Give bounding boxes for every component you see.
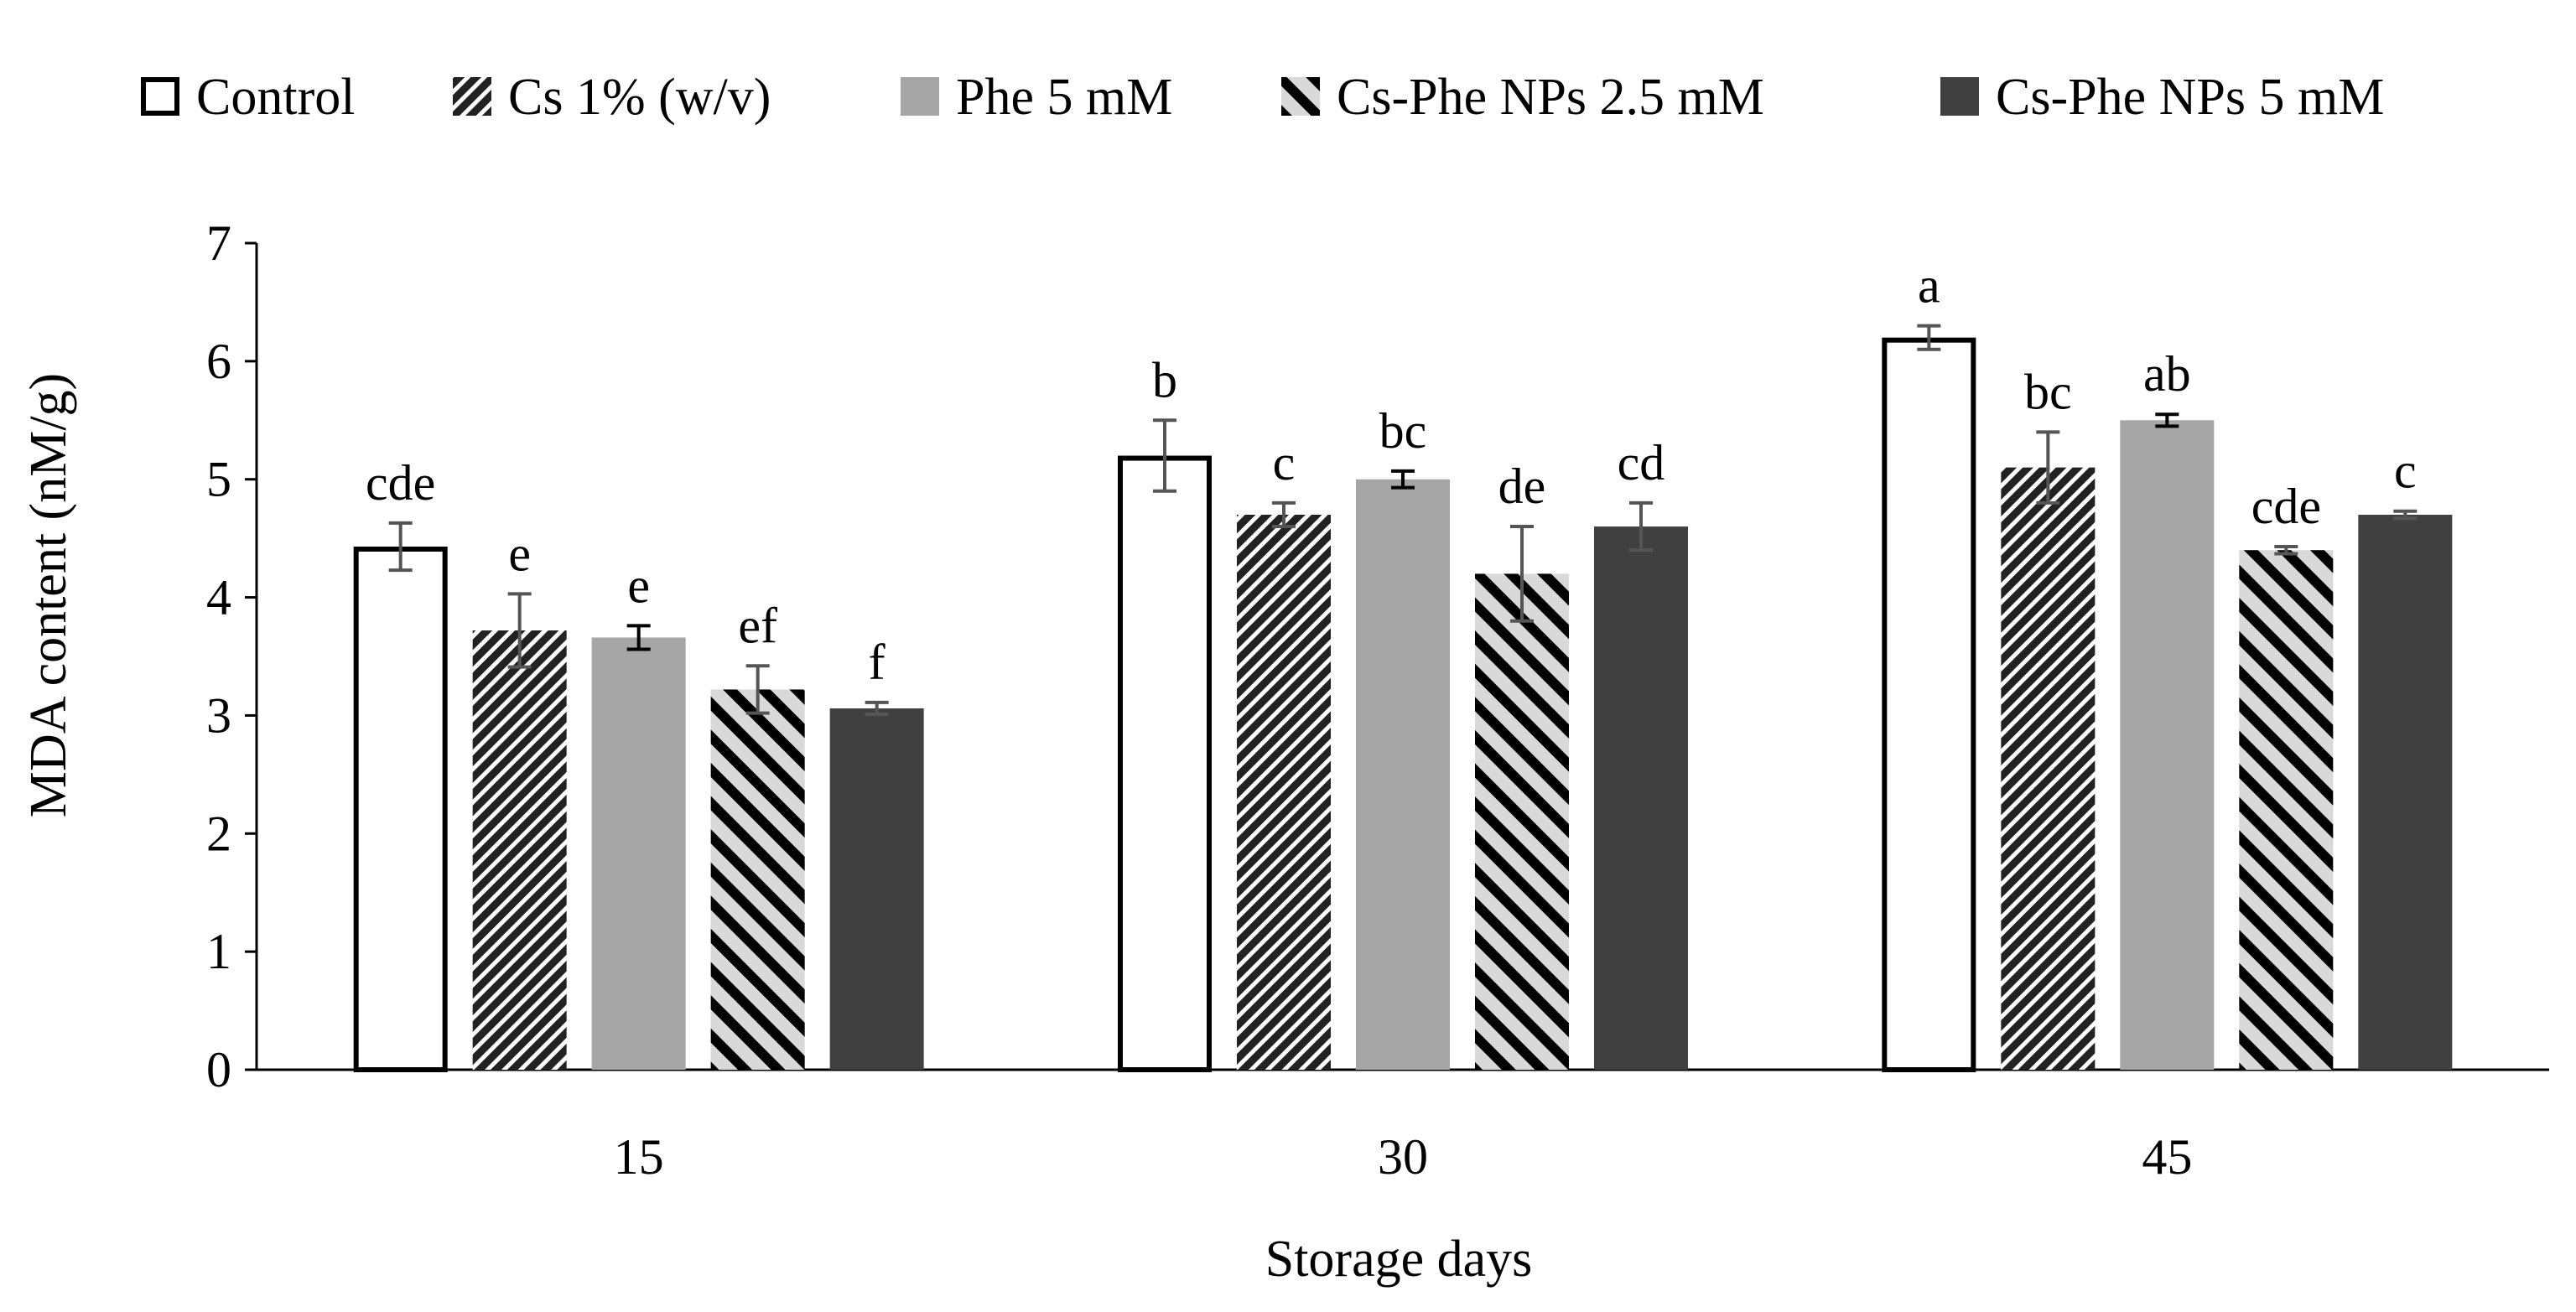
significance-letter: ab — [2143, 346, 2191, 402]
y-tick-label: 6 — [206, 334, 231, 389]
y-tick-label: 7 — [206, 215, 231, 271]
significance-letter: cd — [1618, 435, 1665, 490]
bars — [353, 324, 2453, 1072]
bar — [1882, 337, 1976, 1072]
bar — [353, 547, 448, 1072]
legend-swatch — [901, 77, 939, 116]
legend-label: Cs 1% (w/v) — [508, 69, 771, 126]
bar — [1475, 573, 1569, 1070]
significance-letter: e — [508, 526, 531, 581]
significance-letter: c — [2394, 443, 2417, 499]
y-tick-label: 5 — [206, 452, 231, 507]
bar — [2358, 514, 2453, 1070]
y-tick-label: 1 — [206, 924, 231, 979]
bar — [2001, 467, 2096, 1070]
y-tick-label: 2 — [206, 806, 231, 861]
legend: Control Cs 1% (w/v) Phe 5 mM Cs-Phe NPs 2.5… — [141, 69, 2384, 126]
bar — [472, 630, 567, 1070]
significance-letter: c — [1273, 435, 1296, 490]
significance-letter: f — [869, 635, 886, 690]
bar — [1237, 514, 1331, 1070]
legend-label: Cs-Phe NPs 5 mM — [1996, 69, 2384, 126]
x-axis-title: Storage days — [1265, 1231, 1533, 1288]
legend-swatch — [1940, 77, 1979, 116]
significance-letter: cde — [366, 455, 435, 511]
x-tick-label: 45 — [2142, 1129, 2192, 1185]
x-tick-label: 15 — [614, 1129, 664, 1185]
y-tick-label: 3 — [206, 687, 231, 743]
significance-letter: de — [1498, 459, 1546, 514]
legend-label: Phe 5 mM — [956, 69, 1172, 126]
legend-swatch — [453, 77, 491, 116]
significance-letter: bc — [1379, 403, 1427, 459]
legend-label: Cs-Phe NPs 2.5 mM — [1337, 69, 1764, 126]
bar — [1594, 526, 1688, 1070]
bar — [2239, 550, 2334, 1070]
y-tick-label: 4 — [206, 570, 231, 625]
bar — [2120, 420, 2215, 1070]
bar — [829, 708, 924, 1070]
significance-letter: e — [627, 557, 650, 613]
y-tick-label: 0 — [206, 1042, 231, 1097]
significance-letter: bc — [2024, 364, 2072, 419]
significance-letter: b — [1152, 352, 1177, 407]
bar — [1356, 479, 1450, 1070]
bar — [1118, 455, 1212, 1072]
significance-letter: a — [1918, 258, 1940, 314]
legend-swatch — [1281, 77, 1320, 116]
x-tick-label: 30 — [1378, 1129, 1428, 1185]
bar — [591, 637, 686, 1070]
significance-letter: ef — [738, 598, 777, 653]
legend-label: Control — [196, 69, 355, 126]
significance-letter: cde — [2251, 479, 2321, 534]
legend-swatch — [141, 77, 179, 116]
bar — [710, 689, 805, 1070]
y-axis-title: MDA content (nM/g) — [20, 373, 77, 817]
